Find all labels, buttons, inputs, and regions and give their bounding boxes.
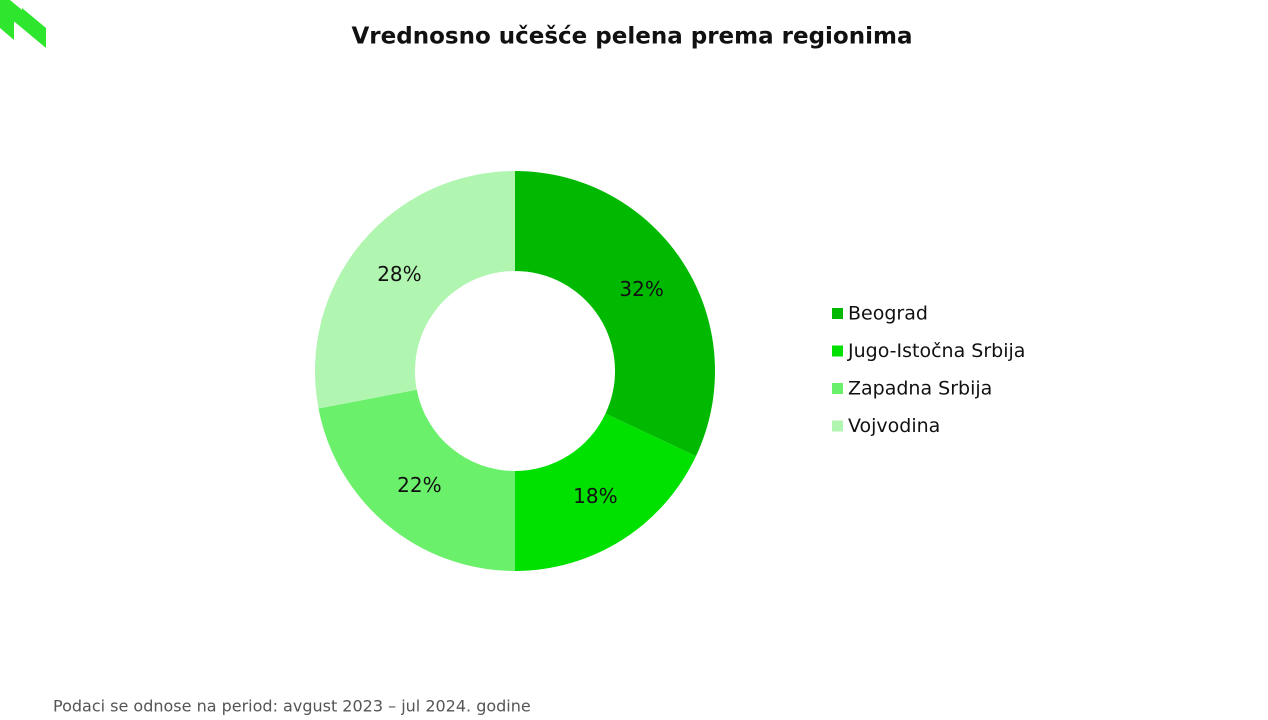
footnote: Podaci se odnose na period: avgust 2023 … [53,697,531,716]
legend-swatch [832,420,843,432]
value-label: 32% [619,277,663,301]
chart-title: Vrednosno učešće pelena prema regionima [352,24,913,50]
donut-segment [515,413,696,571]
logo-shape [0,0,22,28]
value-label: 18% [573,484,617,508]
value-label: 22% [397,473,441,497]
donut-segment [318,389,515,571]
value-label: 28% [377,262,421,286]
legend-label: Beograd [848,303,928,325]
legend-swatch [832,345,843,357]
donut-segment [314,171,515,409]
legend-label: Jugo-Istočna Srbija [847,340,1025,362]
donut-segment [515,171,715,457]
legend-swatch [832,383,843,394]
logo-shape [22,8,46,48]
legend-swatch [832,308,843,319]
legend-label: Vojvodina [848,415,940,437]
legend-label: Zapadna Srbija [848,378,992,400]
logo [0,0,46,48]
